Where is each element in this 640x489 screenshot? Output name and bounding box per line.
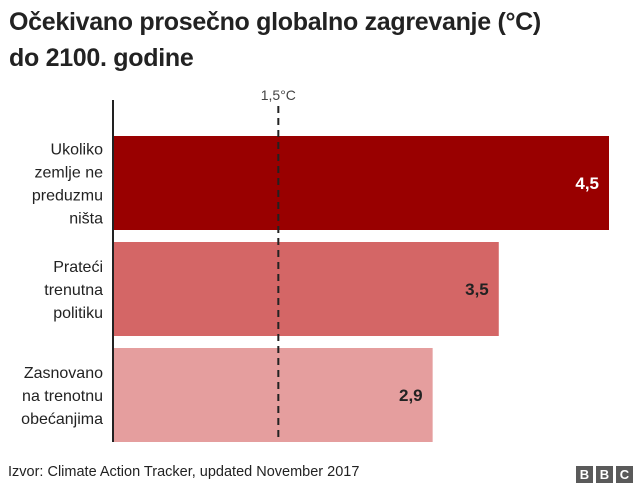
category-label: ništa	[69, 211, 103, 228]
chart-title: Očekivano prosečno globalno zagrevanje (…	[9, 4, 629, 76]
category-label: na trenotnu	[22, 388, 103, 405]
bbc-logo: B B C	[576, 466, 633, 483]
bar	[113, 242, 499, 336]
category-label: Zasnovano	[24, 365, 103, 382]
bbc-logo-letter: B	[596, 466, 613, 483]
bbc-logo-letter: B	[576, 466, 593, 483]
category-label: Prateći	[53, 259, 103, 276]
reference-line-label: 1,5°C	[261, 87, 296, 103]
bbc-logo-letter: C	[616, 466, 633, 483]
chart-title-line-2: do 2100. godine	[9, 44, 194, 72]
category-label: obećanjima	[21, 411, 103, 428]
bar-value-label: 4,5	[575, 174, 599, 193]
bar-value-label: 2,9	[399, 386, 423, 405]
category-label: preduzmu	[32, 188, 103, 205]
source-note: Izvor: Climate Action Tracker, updated N…	[8, 464, 360, 480]
bar	[113, 348, 433, 442]
category-label: zemlje ne	[35, 165, 104, 182]
chart-title-line-1: Očekivano prosečno globalno zagrevanje (…	[9, 8, 541, 36]
category-label: politiku	[53, 305, 103, 322]
bar	[113, 136, 609, 230]
category-label: Ukoliko	[51, 142, 104, 159]
category-label: trenutna	[44, 282, 103, 299]
bar-value-label: 3,5	[465, 280, 489, 299]
